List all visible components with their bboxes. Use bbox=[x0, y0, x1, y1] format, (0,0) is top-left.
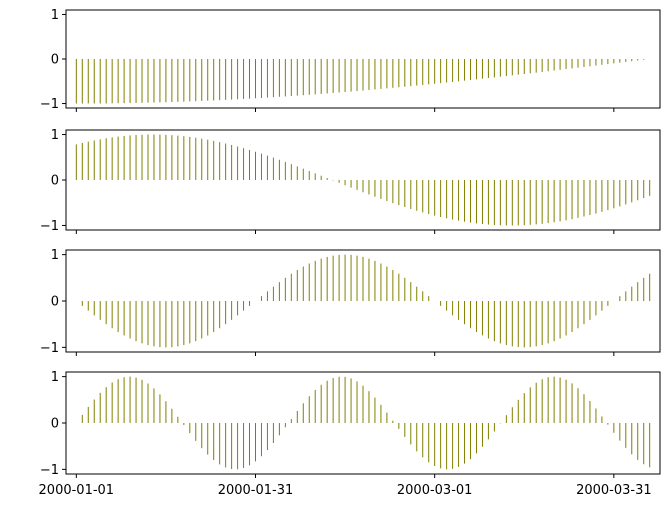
subplot-1: −1 0 1 bbox=[40, 8, 661, 112]
x-tick-label: 2000-03-01 bbox=[397, 483, 473, 498]
x-tick-label: 2000-03-31 bbox=[576, 483, 652, 498]
y-tick-label: −1 bbox=[40, 463, 59, 478]
y-tick-label: 0 bbox=[51, 53, 59, 68]
x-tick-label: 2000-01-31 bbox=[218, 483, 294, 498]
y-tick-label: 0 bbox=[51, 417, 59, 432]
subplot-2: −1 0 1 bbox=[40, 128, 661, 234]
y-tick-label: −1 bbox=[40, 97, 59, 112]
y-tick-label: 1 bbox=[51, 248, 59, 263]
y-tick-label: −1 bbox=[40, 341, 59, 356]
y-tick-label: 1 bbox=[51, 370, 59, 385]
y-tick-label: 0 bbox=[51, 174, 59, 189]
y-tick-label: −1 bbox=[40, 219, 59, 234]
x-tick-label: 2000-01-01 bbox=[39, 483, 115, 498]
y-tick-label: 1 bbox=[51, 128, 59, 143]
y-tick-label: 0 bbox=[51, 295, 59, 310]
subplot-3: −1 0 1 bbox=[40, 248, 661, 356]
y-tick-label: 1 bbox=[51, 8, 59, 23]
subplot-4: −1 0 1 2000-01-01 2000-01-31 2000-03-01 2000-0… bbox=[39, 370, 661, 498]
